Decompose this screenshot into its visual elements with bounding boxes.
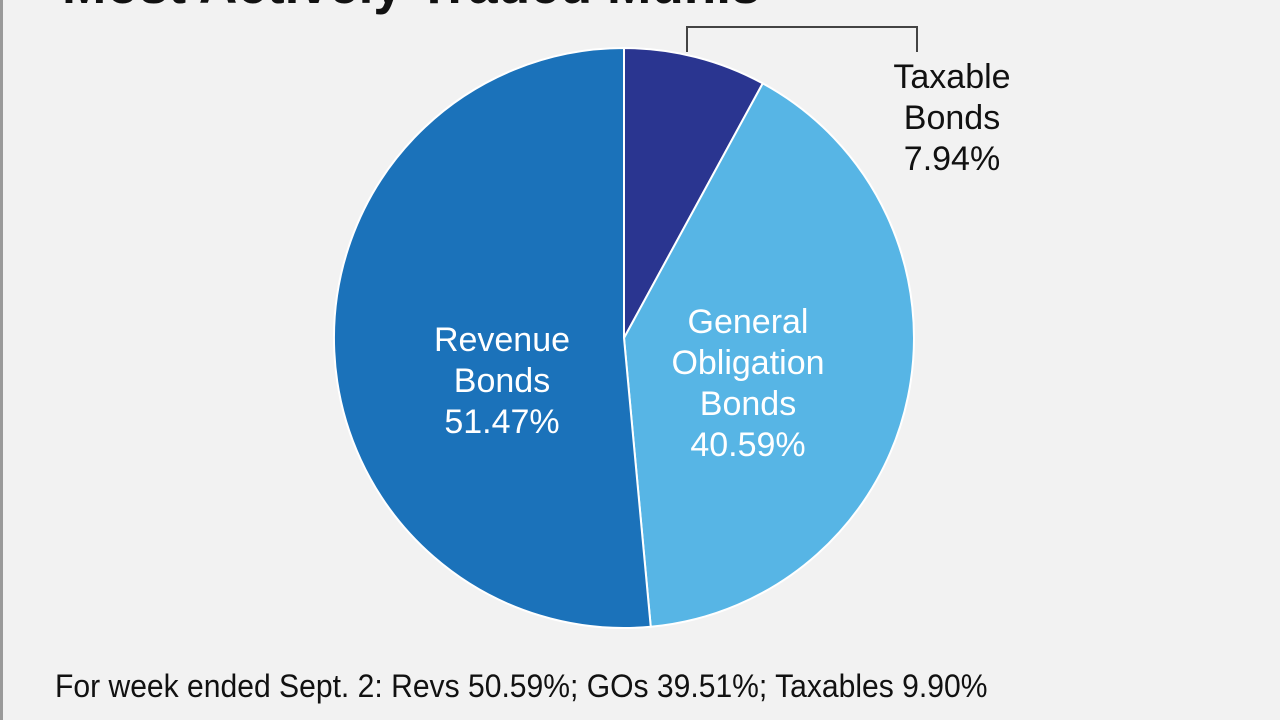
pie-slice-revenue bbox=[333, 46, 652, 629]
chart-title: Most Actively Traded Munis bbox=[62, 0, 761, 12]
slice-label-line: Taxable bbox=[893, 58, 1010, 96]
taxable-callout bbox=[686, 26, 918, 52]
slice-label-line: 40.59% bbox=[690, 426, 805, 464]
slice-label-taxable: Taxable Bonds 7.94% bbox=[893, 58, 1010, 178]
slice-label-line: Obligation bbox=[671, 344, 824, 382]
slice-label-line: 7.94% bbox=[904, 140, 1000, 178]
slice-label-line: Revenue bbox=[434, 321, 570, 359]
pie-slice-general-obligation bbox=[622, 81, 915, 628]
slice-label-line: Bonds bbox=[454, 362, 550, 400]
pie-slice-taxable bbox=[623, 46, 765, 339]
slice-label-line: 51.47% bbox=[444, 403, 559, 441]
slice-label-revenue: Revenue Bonds 51.47% bbox=[434, 321, 570, 441]
slice-label-line: Bonds bbox=[904, 99, 1000, 137]
taxable-leader-line bbox=[686, 26, 918, 52]
left-border bbox=[0, 0, 3, 720]
slice-label-line: General bbox=[688, 303, 809, 341]
footnote: For week ended Sept. 2: Revs 50.59%; GOs… bbox=[55, 668, 988, 704]
pie-labels: Taxable Bonds 7.94%General Obligation Bonds 4… bbox=[434, 58, 1011, 464]
slice-label-general-obligation: General Obligation Bonds 40.59% bbox=[671, 303, 824, 464]
slice-label-line: Bonds bbox=[700, 385, 796, 423]
pie-slices bbox=[333, 46, 915, 629]
